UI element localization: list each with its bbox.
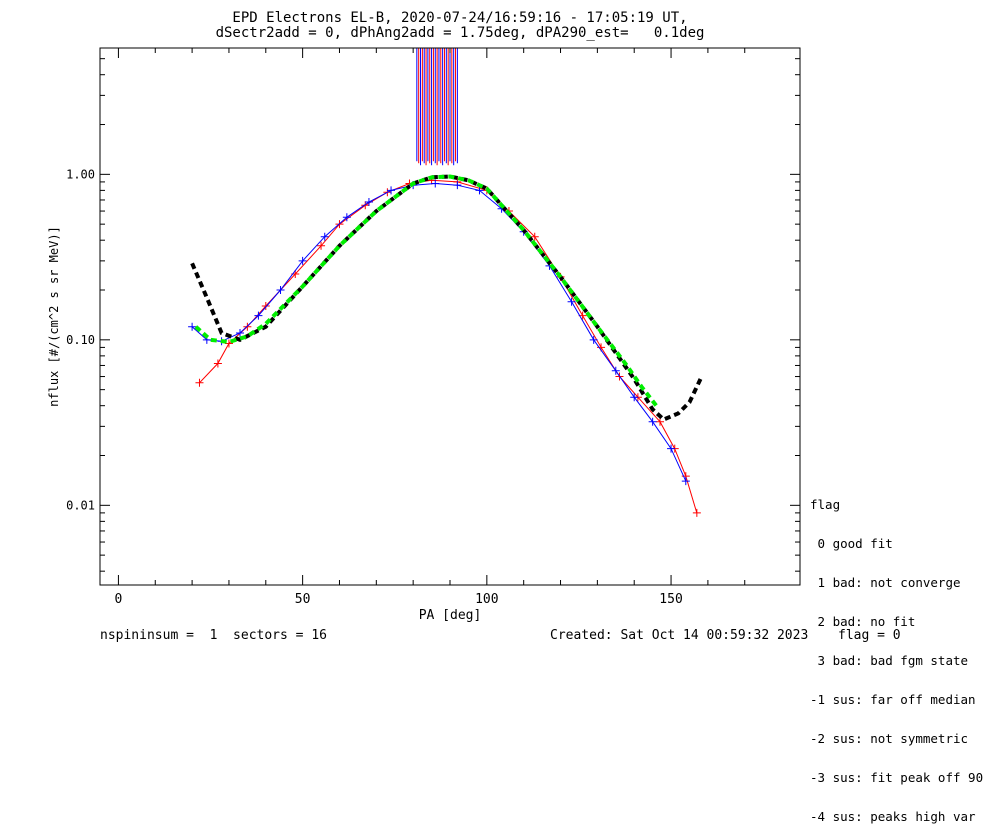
data-point — [195, 378, 204, 387]
chart-subtitle: dSectr2add = 0, dPhAng2add = 1.75deg, dP… — [215, 25, 705, 41]
legend-entry: 0 good fit — [810, 536, 893, 551]
data-point — [453, 181, 462, 190]
data-point — [656, 417, 664, 426]
chart-canvas: 0 50 100 150 0.01 0.10 1.00 PA [deg] nflux [#/… — [47, 47, 801, 623]
data-point — [589, 335, 598, 344]
y-axis-label: nflux [#/(cm^2 s sr MeV)] — [47, 226, 61, 407]
legend-entry: 3 bad: bad fgm state — [810, 653, 969, 668]
legend-entry: -4 sus: peaks high var — [810, 809, 976, 824]
data-point — [387, 186, 396, 195]
data-point — [611, 366, 620, 375]
x-axis-label: PA [deg] — [419, 608, 482, 623]
data-point — [630, 393, 639, 402]
y-tick-label: 0.01 — [66, 498, 95, 512]
y-tick-label: 1.00 — [66, 167, 95, 181]
axes-group: 0 50 100 150 0.01 0.10 1.00 — [66, 48, 800, 607]
footer-flag: flag = 0 — [838, 628, 901, 643]
legend-entry: 1 bad: not converge — [810, 575, 961, 590]
data-point — [475, 186, 484, 195]
data-point — [530, 232, 539, 241]
data-point — [361, 201, 370, 210]
data-point — [364, 198, 373, 207]
legend-entry: -3 sus: fit peak off 90 — [810, 770, 984, 785]
data-point — [320, 232, 329, 241]
y-tick-label: 0.10 — [66, 333, 95, 347]
data-point — [692, 508, 701, 517]
data-point — [261, 302, 270, 311]
legend-entry: -1 sus: far off median — [810, 692, 976, 707]
x-tick-label: 0 — [115, 592, 123, 607]
data-point — [681, 477, 690, 486]
chart-title: EPD Electrons EL-B, 2020-07-24/16:59:16 … — [232, 10, 688, 26]
footer-spin-info: nspininsum = 1 sectors = 16 — [100, 628, 327, 643]
legend-entry: 2 bad: no fit — [810, 614, 916, 629]
data-point — [667, 444, 676, 453]
x-tick-label: 50 — [295, 592, 311, 607]
data-point — [317, 241, 326, 250]
data-point — [648, 417, 657, 426]
data-point — [188, 322, 197, 331]
x-tick-label: 100 — [475, 592, 498, 607]
data-point — [213, 359, 222, 368]
fit-curve-3 — [194, 174, 658, 407]
fit-curve-2 — [190, 174, 703, 422]
data-point — [567, 297, 576, 306]
series-line-1 — [191, 182, 687, 482]
vertical-lines-group — [416, 48, 458, 166]
series-group — [188, 174, 703, 517]
legend-title: flag — [810, 497, 841, 512]
series-line-0 — [199, 179, 698, 514]
data-point — [243, 322, 252, 331]
footer-created-timestamp: Created: Sat Oct 14 00:59:32 2023 — [550, 628, 809, 643]
data-point — [236, 328, 244, 337]
data-point — [254, 311, 263, 320]
data-point — [431, 179, 440, 188]
data-point — [298, 256, 307, 265]
legend-entry: -2 sus: not symmetric — [810, 731, 969, 746]
legend: flag 0 good fit 1 bad: not converge 2 ba… — [810, 472, 983, 836]
data-point — [276, 286, 285, 295]
x-tick-label: 150 — [659, 592, 682, 607]
data-point — [342, 213, 351, 222]
